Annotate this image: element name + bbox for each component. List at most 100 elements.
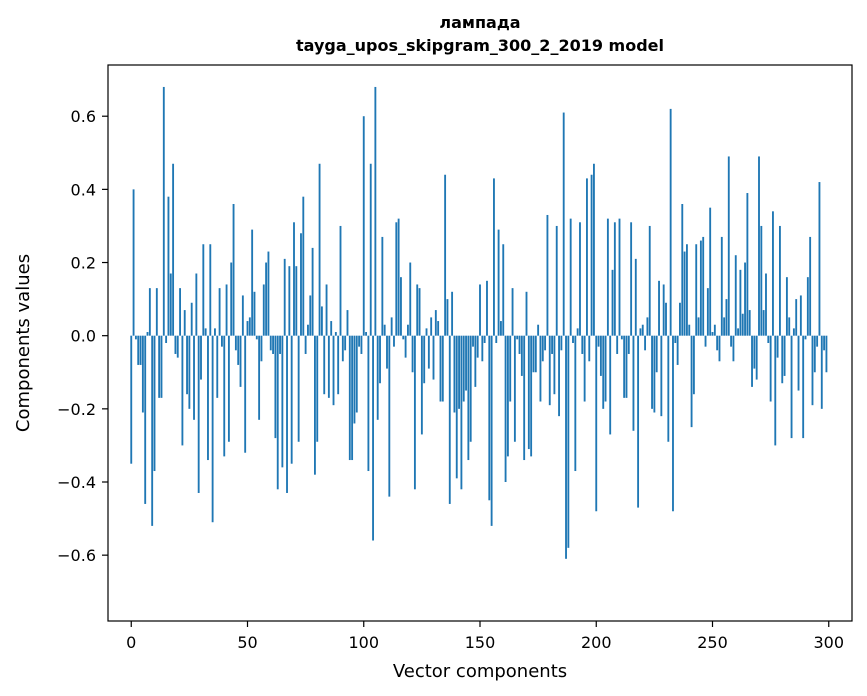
bar: [288, 266, 291, 336]
bar: [704, 335, 707, 347]
bar: [539, 335, 542, 402]
bar: [604, 335, 607, 402]
bar: [165, 335, 168, 343]
bar: [467, 335, 470, 461]
bar: [767, 335, 770, 343]
bar: [558, 335, 560, 417]
bar: [265, 262, 268, 336]
x-axis-label: Vector components: [393, 661, 567, 682]
bar: [648, 225, 651, 336]
bar: [760, 225, 763, 336]
bar: [190, 302, 193, 336]
plot-frame: [107, 64, 853, 622]
bar: [818, 182, 821, 336]
bar: [748, 310, 751, 336]
bar: [437, 321, 440, 336]
bar: [530, 335, 533, 457]
bar: [223, 335, 226, 457]
bar: [174, 335, 177, 354]
bar: [425, 328, 428, 336]
bar: [221, 335, 223, 347]
bar: [799, 295, 802, 336]
bar: [753, 335, 756, 369]
bar: [183, 310, 186, 336]
bar: [388, 335, 391, 497]
bar: [634, 258, 637, 336]
bar: [662, 284, 665, 336]
bar: [488, 335, 491, 501]
bar: [155, 288, 158, 336]
bar: [816, 335, 819, 347]
bar: [765, 273, 767, 336]
bar: [667, 335, 670, 442]
y-axis-label: Components values: [13, 254, 34, 432]
bar: [139, 335, 142, 365]
bar: [455, 335, 458, 479]
bar: [809, 236, 812, 336]
bar: [679, 302, 681, 336]
bar: [407, 324, 409, 336]
bar: [200, 335, 202, 380]
bar: [699, 240, 702, 336]
bar: [706, 288, 709, 336]
bar: [239, 335, 242, 387]
bar: [253, 291, 256, 336]
bar: [697, 317, 700, 336]
bar: [197, 335, 200, 493]
bar: [348, 335, 351, 461]
bar: [546, 214, 549, 336]
bar: [737, 328, 740, 336]
bar: [769, 335, 772, 402]
bar: [813, 335, 816, 373]
bar: [332, 335, 335, 406]
bar: [506, 335, 509, 457]
bar: [232, 204, 235, 336]
bar: [341, 335, 344, 362]
bar: [537, 324, 540, 336]
bar: [562, 112, 565, 336]
bar: [441, 335, 444, 402]
x-tick-label: 100: [348, 633, 379, 652]
bar: [269, 335, 272, 351]
bar: [439, 335, 442, 402]
bar: [302, 196, 305, 336]
bar: [400, 277, 402, 336]
bar: [565, 335, 567, 559]
bar: [241, 295, 244, 336]
bar: [248, 317, 251, 336]
bar: [595, 335, 598, 512]
x-tick-label: 0: [126, 633, 136, 652]
bar: [783, 335, 786, 376]
x-tick-label: 50: [237, 633, 257, 652]
bar: [372, 335, 374, 541]
bar: [462, 335, 465, 402]
bar: [176, 335, 179, 358]
bar: [227, 335, 230, 442]
bar: [486, 280, 488, 336]
bar: [690, 335, 693, 428]
bar: [307, 324, 309, 336]
bar: [779, 225, 781, 336]
bar: [330, 321, 333, 336]
bar: [632, 335, 635, 431]
bar: [572, 335, 574, 343]
bar: [744, 262, 746, 336]
bar: [711, 332, 714, 336]
y-tick-label: 0.4: [71, 180, 96, 199]
chart-title: лампада: [439, 13, 520, 32]
bar: [588, 335, 591, 362]
bar: [493, 178, 495, 336]
bar: [304, 335, 307, 354]
bar: [751, 335, 753, 387]
bar: [653, 335, 656, 413]
bar: [207, 335, 209, 461]
bar: [606, 218, 609, 336]
bar: [544, 335, 547, 351]
bar: [811, 335, 814, 406]
y-axis-ticks: −0.6 −0.4 −0.2 0.0 0.2 0.4 0.6: [57, 107, 108, 565]
bar: [516, 335, 519, 340]
bar: [713, 324, 716, 336]
bar: [806, 277, 809, 336]
bar: [300, 233, 302, 336]
